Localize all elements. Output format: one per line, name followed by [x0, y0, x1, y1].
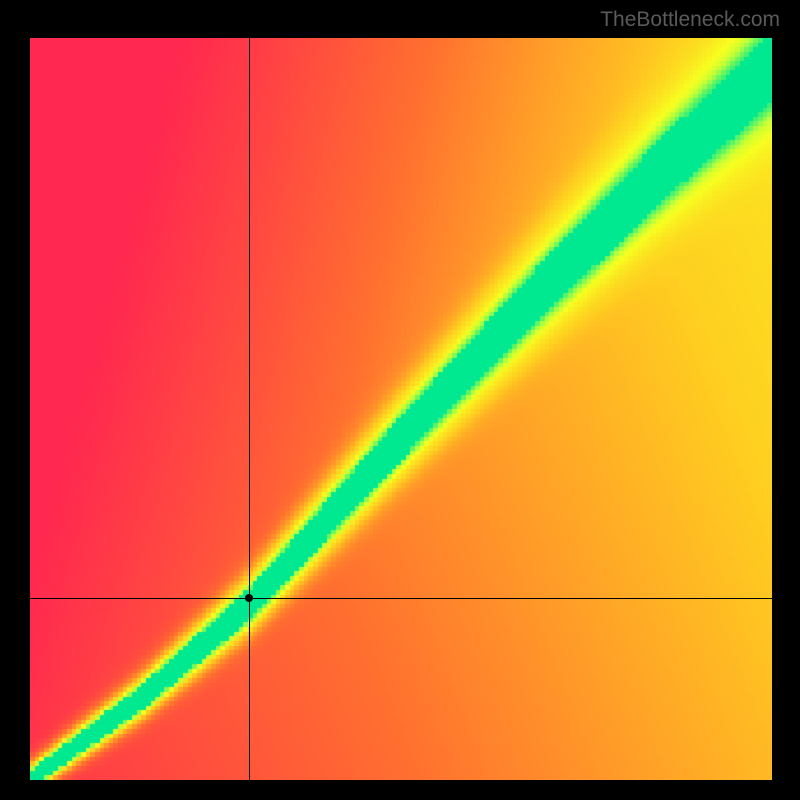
plot-area: [30, 38, 772, 780]
watermark-text: TheBottleneck.com: [600, 8, 780, 32]
crosshair-vertical: [249, 38, 250, 780]
bottleneck-heatmap: [30, 38, 772, 780]
crosshair-horizontal: [30, 598, 772, 599]
crosshair-marker: [245, 594, 253, 602]
